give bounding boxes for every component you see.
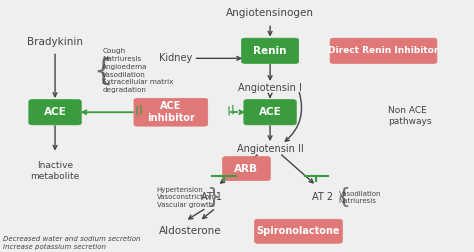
Text: Angiotensinogen: Angiotensinogen [226,8,314,18]
FancyBboxPatch shape [330,38,437,64]
Text: Spironolactone: Spironolactone [257,226,340,236]
Text: ACE: ACE [259,107,282,117]
Text: Bradykinin: Bradykinin [27,37,83,47]
Text: {: { [336,187,350,207]
Text: Kidney: Kidney [159,53,192,63]
Text: Decreased water and sodium secretion
Increase potassium secretion: Decreased water and sodium secretion Inc… [3,236,141,250]
Text: Non ACE
pathways: Non ACE pathways [388,106,432,126]
Text: Aldosterone: Aldosterone [158,226,221,236]
Text: Vasodilation
Natriuresis: Vasodilation Natriuresis [338,191,381,204]
Text: Angiotensin I: Angiotensin I [238,83,302,93]
Text: Direct Renin Inhibitor: Direct Renin Inhibitor [328,46,439,55]
Text: Angiotensin II: Angiotensin II [237,144,303,153]
FancyBboxPatch shape [255,219,342,243]
Text: Hypertension
Vasoconstriction
Vascular growth: Hypertension Vasoconstriction Vascular g… [156,187,214,208]
Text: ACE: ACE [44,107,66,117]
Text: {: { [93,56,112,85]
FancyBboxPatch shape [241,38,299,64]
Text: //: // [226,105,237,117]
Text: ARB: ARB [235,164,258,174]
Text: ACE
inhibitor: ACE inhibitor [147,101,195,123]
Text: Renin: Renin [253,46,287,56]
FancyBboxPatch shape [29,100,81,125]
FancyBboxPatch shape [223,156,270,181]
Text: //: // [134,105,145,117]
Text: Inactive
metabolite: Inactive metabolite [30,162,80,181]
Text: Cough
Natriuresis
Angioedema
Vasodilation
Extracellular matrix
degradation: Cough Natriuresis Angioedema Vasodilatio… [102,48,173,93]
FancyBboxPatch shape [134,98,208,126]
FancyBboxPatch shape [244,100,296,125]
Text: AT 2: AT 2 [311,193,333,202]
Text: AT 1: AT 1 [201,193,221,202]
Text: }: } [206,187,220,207]
